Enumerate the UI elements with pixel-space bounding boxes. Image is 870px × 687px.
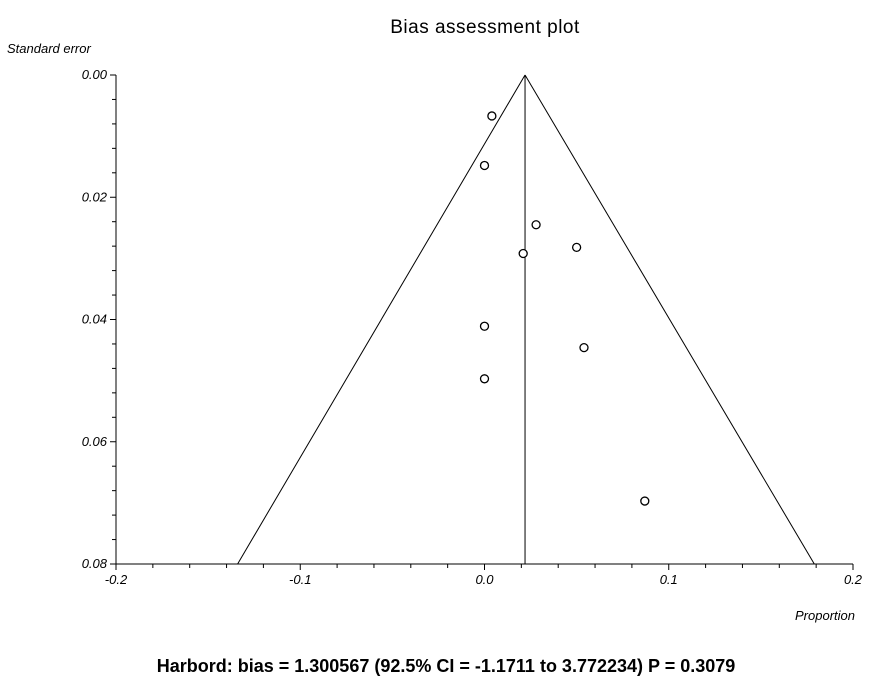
y-tick-label: 0.04 <box>82 312 107 327</box>
x-tick-label: 0.0 <box>475 572 494 587</box>
x-ticks: -0.2 -0.1 0.0 0.1 0.2 <box>105 564 863 587</box>
y-tick-label: 0.00 <box>82 67 108 82</box>
study-point <box>479 374 490 384</box>
study-point <box>479 321 490 331</box>
study-point <box>487 111 497 121</box>
x-axis-label: Proportion <box>795 608 855 623</box>
x-tick-label: -0.2 <box>105 572 128 587</box>
study-point <box>571 242 582 253</box>
study-point <box>640 496 650 506</box>
x-tick-label: 0.2 <box>844 572 863 587</box>
study-point <box>479 160 490 171</box>
y-tick-label: 0.06 <box>82 434 108 449</box>
study-point <box>518 248 528 259</box>
funnel-left-limit <box>237 74 526 565</box>
y-axis-label: Standard error <box>7 41 91 56</box>
y-tick-label: 0.02 <box>82 189 108 204</box>
study-point <box>531 220 541 230</box>
study-point <box>579 342 589 353</box>
x-tick-label: 0.1 <box>660 572 678 587</box>
study-points <box>479 111 650 506</box>
y-tick-label: 0.08 <box>82 556 108 571</box>
axes <box>115 75 853 565</box>
funnel-right-limit <box>524 74 815 565</box>
harbord-test-result: Harbord: bias = 1.300567 (92.5% CI = -1.… <box>157 656 736 676</box>
y-ticks: 0.00 0.02 0.04 0.06 0.08 <box>82 67 116 571</box>
chart-title: Bias assessment plot <box>390 17 580 38</box>
x-tick-label: -0.1 <box>289 572 311 587</box>
funnel-lines <box>237 74 815 565</box>
